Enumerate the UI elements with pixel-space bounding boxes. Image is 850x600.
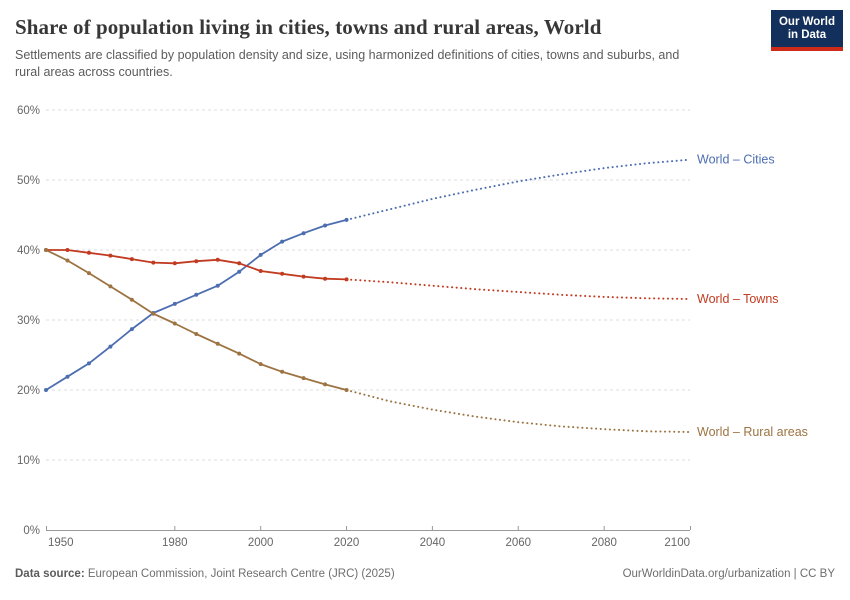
series-point-world-towns xyxy=(65,248,70,252)
series-line-world-cities[interactable] xyxy=(45,219,347,391)
x-tick-label: 2000 xyxy=(248,537,274,549)
series-point-world-cities xyxy=(301,231,306,236)
series-point-world-rural-areas xyxy=(65,258,70,263)
series-projection-world-towns[interactable] xyxy=(345,278,691,300)
series-point-world-rural-areas xyxy=(151,311,156,316)
series-point-world-towns xyxy=(215,257,220,262)
series-point-world-towns xyxy=(237,261,242,266)
series-point-world-cities xyxy=(172,301,177,306)
series-point-world-towns xyxy=(280,271,285,276)
series-point-world-rural-areas xyxy=(280,369,285,374)
chart-canvas: 0% 10% 20% 30% 40% 50% 60% 1950 1980 2000 2020 2040… xyxy=(17,105,808,549)
series-point-world-rural-areas xyxy=(323,382,328,387)
y-tick-label: 0% xyxy=(23,525,40,537)
series-point-world-cities xyxy=(108,344,113,349)
series-point-world-rural-areas xyxy=(108,284,113,289)
x-tick-label: 1980 xyxy=(162,537,188,549)
series-projection-world-rural-areas[interactable] xyxy=(345,389,691,433)
series-point-world-rural-areas xyxy=(301,376,306,381)
series-point-world-towns xyxy=(151,260,156,265)
series-point-world-rural-areas xyxy=(86,271,91,276)
data-source-text: European Commission, Joint Research Cent… xyxy=(84,568,395,580)
x-tick-label: 2080 xyxy=(591,537,617,549)
x-tick-label: 2040 xyxy=(420,537,446,549)
owid-logo[interactable]: Our World in Data xyxy=(770,10,843,51)
series-point-world-cities xyxy=(280,239,285,244)
x-tick-label: 1950 xyxy=(48,537,74,549)
series-point-world-cities xyxy=(323,223,328,228)
series-label-world-cities[interactable]: World – Cities xyxy=(697,153,775,167)
x-tick-label: 2060 xyxy=(505,537,531,549)
y-tick-label: 10% xyxy=(17,455,40,467)
series-point-world-cities xyxy=(129,327,134,332)
chart-footer: Data source: European Commission, Joint … xyxy=(15,568,835,580)
series-point-world-rural-areas xyxy=(258,362,263,367)
y-tick-label: 30% xyxy=(17,315,40,327)
series-point-world-cities xyxy=(237,269,242,274)
series-label-world-rural-areas[interactable]: World – Rural areas xyxy=(697,425,808,439)
page-title: Share of population living in cities, to… xyxy=(15,15,602,39)
y-tick-label: 20% xyxy=(17,385,40,397)
series-point-world-towns xyxy=(194,259,199,264)
owid-logo-line2: in Data xyxy=(787,29,827,41)
series-point-world-cities xyxy=(86,361,91,366)
owid-logo-line1: Our World xyxy=(778,16,835,28)
y-tick-label: 60% xyxy=(17,105,40,117)
series-point-world-cities xyxy=(65,374,70,379)
series-point-world-rural-areas xyxy=(215,341,220,346)
credit-link[interactable]: OurWorldinData.org/urbanization | CC BY xyxy=(622,568,835,580)
series-point-world-rural-areas xyxy=(172,321,177,326)
y-tick-label: 40% xyxy=(17,245,40,257)
series-point-world-cities xyxy=(194,292,199,297)
x-tick-label: 2020 xyxy=(334,537,360,549)
y-tick-label: 50% xyxy=(17,175,40,187)
series-point-world-towns xyxy=(86,250,91,255)
x-tick-label: 2100 xyxy=(664,537,690,549)
series-point-world-towns xyxy=(172,261,177,266)
series-point-world-towns xyxy=(108,253,113,258)
series-point-world-cities xyxy=(44,388,48,392)
series-point-world-rural-areas xyxy=(44,248,48,252)
series-point-world-towns xyxy=(323,276,328,281)
series-point-world-cities xyxy=(258,252,263,257)
chart: 0% 10% 20% 30% 40% 50% 60% 1950 1980 2000 2020 2040… xyxy=(0,95,850,555)
data-source: Data source: European Commission, Joint … xyxy=(15,568,395,580)
series-point-world-rural-areas xyxy=(237,351,242,356)
series-projection-world-cities[interactable] xyxy=(345,158,691,221)
series-point-world-towns xyxy=(258,269,263,273)
chart-header: Share of population living in cities, to… xyxy=(15,14,765,81)
series-point-world-towns xyxy=(301,274,306,279)
series-point-world-towns xyxy=(129,257,134,262)
chart-subtitle: Settlements are classified by population… xyxy=(15,48,680,79)
series-point-world-rural-areas xyxy=(129,297,134,302)
data-source-label: Data source: xyxy=(15,568,85,580)
series-point-world-rural-areas xyxy=(194,332,199,336)
series-label-world-towns[interactable]: World – Towns xyxy=(697,292,779,306)
series-point-world-cities xyxy=(215,283,220,288)
